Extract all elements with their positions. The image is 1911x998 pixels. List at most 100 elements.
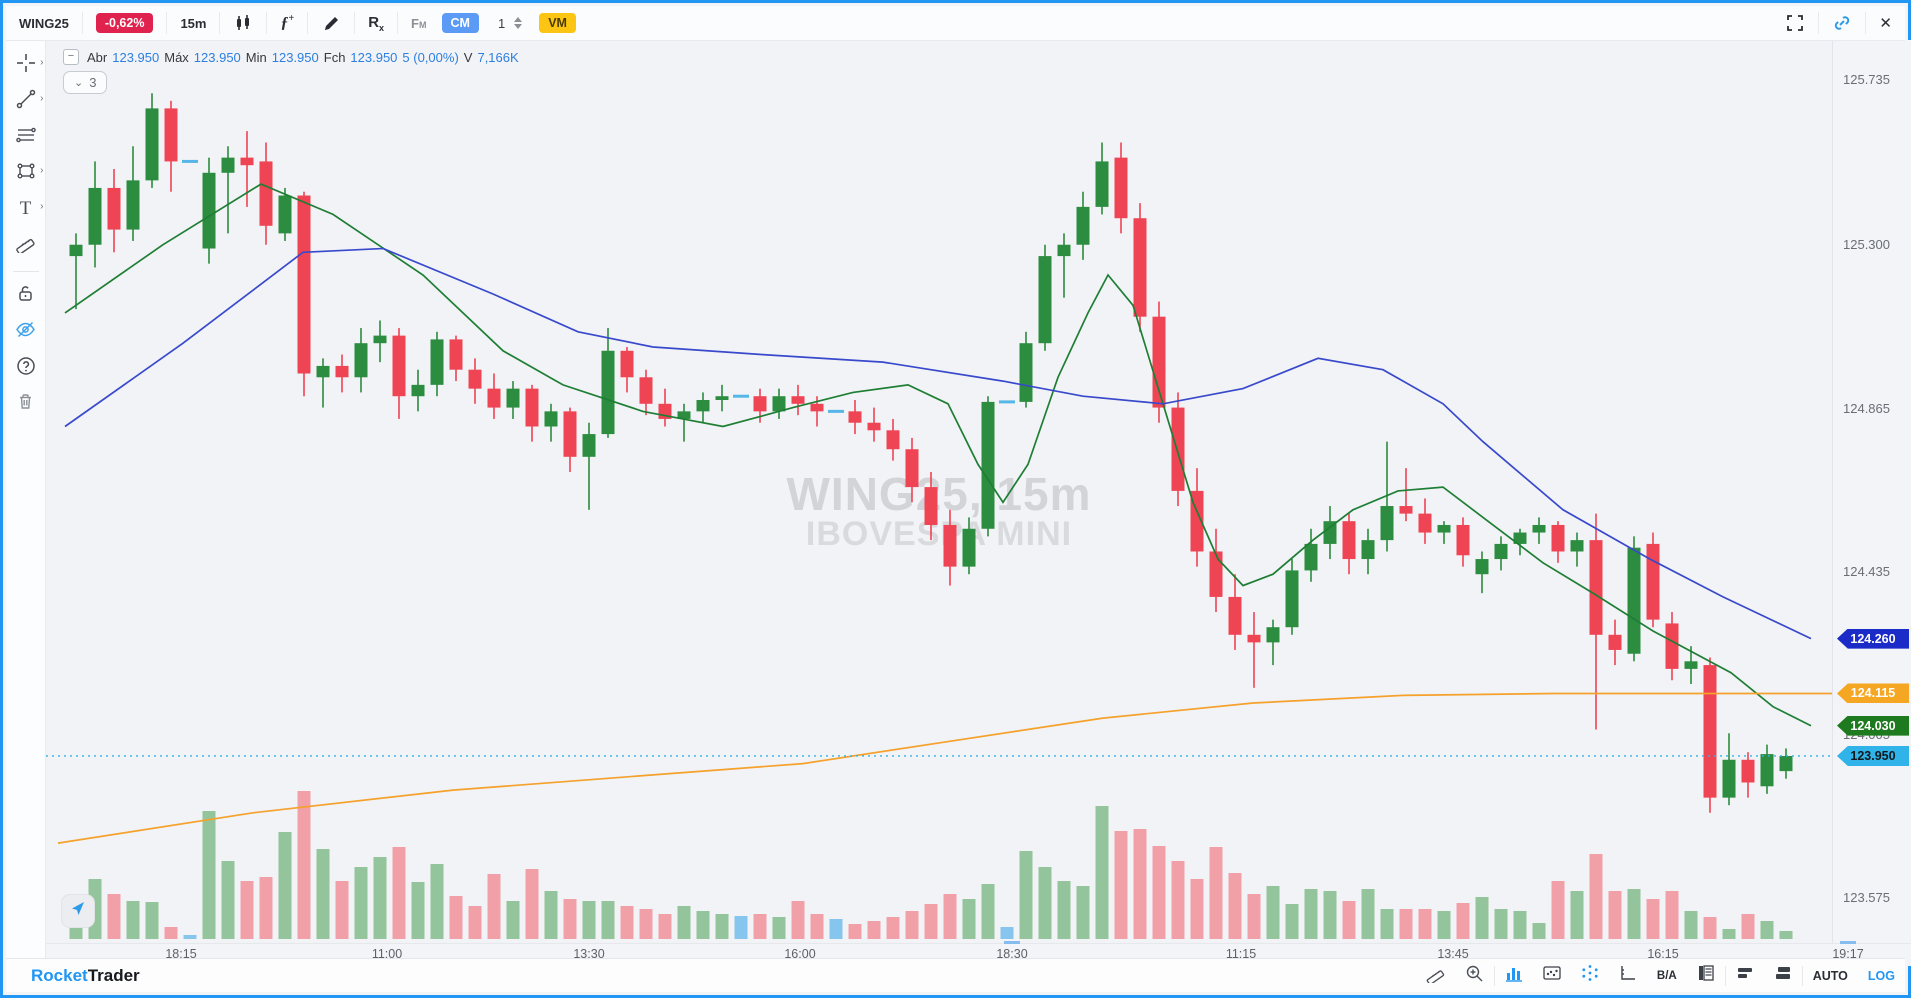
parallel-lines-tool[interactable] <box>9 120 43 154</box>
hide-drawings-tool[interactable] <box>9 315 43 349</box>
legend-close-label: Fch <box>323 49 346 65</box>
lock-tool[interactable] <box>9 279 43 313</box>
axis-scale-button[interactable] <box>1609 959 1647 992</box>
quantity-field[interactable]: 1 <box>492 6 526 40</box>
interval-count-dropdown[interactable]: ⌄ 3 <box>63 71 108 94</box>
scatter-toggle-button[interactable] <box>1533 959 1571 992</box>
layout-stack-button[interactable] <box>1764 959 1802 992</box>
price-axis[interactable]: 125.735125.300124.865124.435124.005123.5… <box>1832 40 1911 943</box>
cm-button[interactable]: CM <box>440 6 492 40</box>
layout-rows-button[interactable] <box>1726 959 1764 992</box>
candle-body <box>544 411 558 427</box>
volume-bar <box>1380 909 1394 939</box>
volume-bar <box>1057 881 1071 939</box>
link-button[interactable] <box>1819 6 1865 40</box>
candle-body <box>810 403 824 412</box>
volume-bar <box>829 919 843 939</box>
candle-body <box>924 487 938 525</box>
toolbar-separator <box>1865 12 1867 34</box>
candle-body <box>487 388 501 408</box>
zoom-in-button[interactable] <box>1455 959 1494 992</box>
volume-bar <box>981 884 995 939</box>
volume-bar <box>449 896 463 939</box>
volume-bar <box>1000 927 1014 939</box>
chevron-right-icon[interactable]: › <box>40 93 44 104</box>
link-icon <box>1832 13 1852 33</box>
vm-button[interactable]: VM <box>526 6 589 40</box>
candle-body <box>69 244 83 257</box>
quantity-stepper[interactable] <box>514 17 523 29</box>
log-scale-button[interactable]: LOG <box>1858 959 1905 992</box>
volume-bar <box>753 914 767 939</box>
session-marker <box>1004 941 1020 944</box>
chevron-right-icon[interactable]: › <box>40 57 44 68</box>
draw-button[interactable] <box>308 6 354 40</box>
scatter-icon <box>1543 964 1561 987</box>
rectangle-tool[interactable]: › <box>9 156 44 190</box>
indicators-button[interactable]: ƒ+ <box>267 6 307 40</box>
text-tool[interactable]: T › <box>9 192 44 226</box>
app-logo: RocketTrader <box>31 966 140 986</box>
volume-bar <box>164 927 178 939</box>
candle-body <box>867 422 881 431</box>
volume-bar <box>487 874 501 939</box>
legend-collapse-button[interactable]: − <box>63 49 79 65</box>
auto-scale-button[interactable]: AUTO <box>1803 959 1858 992</box>
fm-button[interactable]: FFMM <box>398 6 439 40</box>
candle-body <box>1475 559 1489 575</box>
symbol-button[interactable]: WING25 <box>6 6 82 40</box>
volume-bar <box>411 882 425 939</box>
trendline-tool[interactable]: › <box>9 84 44 118</box>
volume-bars-icon <box>1505 964 1523 987</box>
drawing-toolbar: › › › T › <box>6 40 46 959</box>
fullscreen-button[interactable] <box>1772 6 1818 40</box>
legend-high-value: 123.950 <box>193 49 241 65</box>
volume-bar <box>221 861 235 939</box>
rx-button[interactable]: Rx <box>355 6 397 40</box>
stepper-up-icon[interactable] <box>514 17 523 22</box>
long-ma-badge: 124.115 <box>1837 683 1909 704</box>
measure-tool[interactable] <box>9 228 43 262</box>
stepper-down-icon[interactable] <box>514 24 523 29</box>
candle-body <box>1513 532 1527 544</box>
candle-body <box>1019 343 1033 402</box>
crosshair-tool[interactable]: › <box>9 48 44 82</box>
volume-toggle-button[interactable] <box>1495 959 1533 992</box>
close-button[interactable]: ✕ <box>1866 6 1905 40</box>
candle-body <box>1418 513 1432 533</box>
snowflake-toggle-button[interactable] <box>1571 959 1609 992</box>
volume-bar <box>1247 894 1261 939</box>
time-label: 11:00 <box>371 947 403 961</box>
candle-body <box>1285 570 1299 628</box>
scroll-to-realtime-button[interactable] <box>62 895 94 927</box>
chart-background <box>46 40 1832 943</box>
chevron-right-icon[interactable]: › <box>40 201 44 212</box>
candle-body <box>1456 524 1470 556</box>
candle-body <box>1646 543 1660 620</box>
price-tick: 124.435 <box>1843 564 1890 580</box>
fullscreen-icon <box>1785 13 1805 33</box>
measure-button[interactable] <box>1416 959 1455 992</box>
candle-body <box>1342 521 1356 560</box>
volume-bar <box>183 935 197 939</box>
chevron-right-icon[interactable]: › <box>40 165 44 176</box>
change-badge-wrap: -0,62% <box>83 6 167 40</box>
candlestick-chart[interactable] <box>46 40 1832 943</box>
order-book-icon <box>1697 964 1715 987</box>
bid-ask-label: B/A <box>1656 969 1677 982</box>
time-label: 11:15 <box>1225 947 1257 961</box>
help-tool[interactable] <box>9 351 43 385</box>
candle-body <box>88 187 102 245</box>
delete-tool[interactable] <box>9 387 43 421</box>
chart-type-button[interactable] <box>220 6 266 40</box>
volume-bar <box>1304 889 1318 939</box>
session-marker <box>1840 941 1856 944</box>
candle-body <box>1304 543 1318 571</box>
volume-bar <box>1418 909 1432 939</box>
order-book-button[interactable] <box>1687 959 1725 992</box>
volume-bar <box>1779 931 1793 939</box>
timeframe-button[interactable]: 15m <box>167 6 219 40</box>
bid-ask-button[interactable]: B/A <box>1647 959 1687 992</box>
candle-body <box>354 343 368 378</box>
